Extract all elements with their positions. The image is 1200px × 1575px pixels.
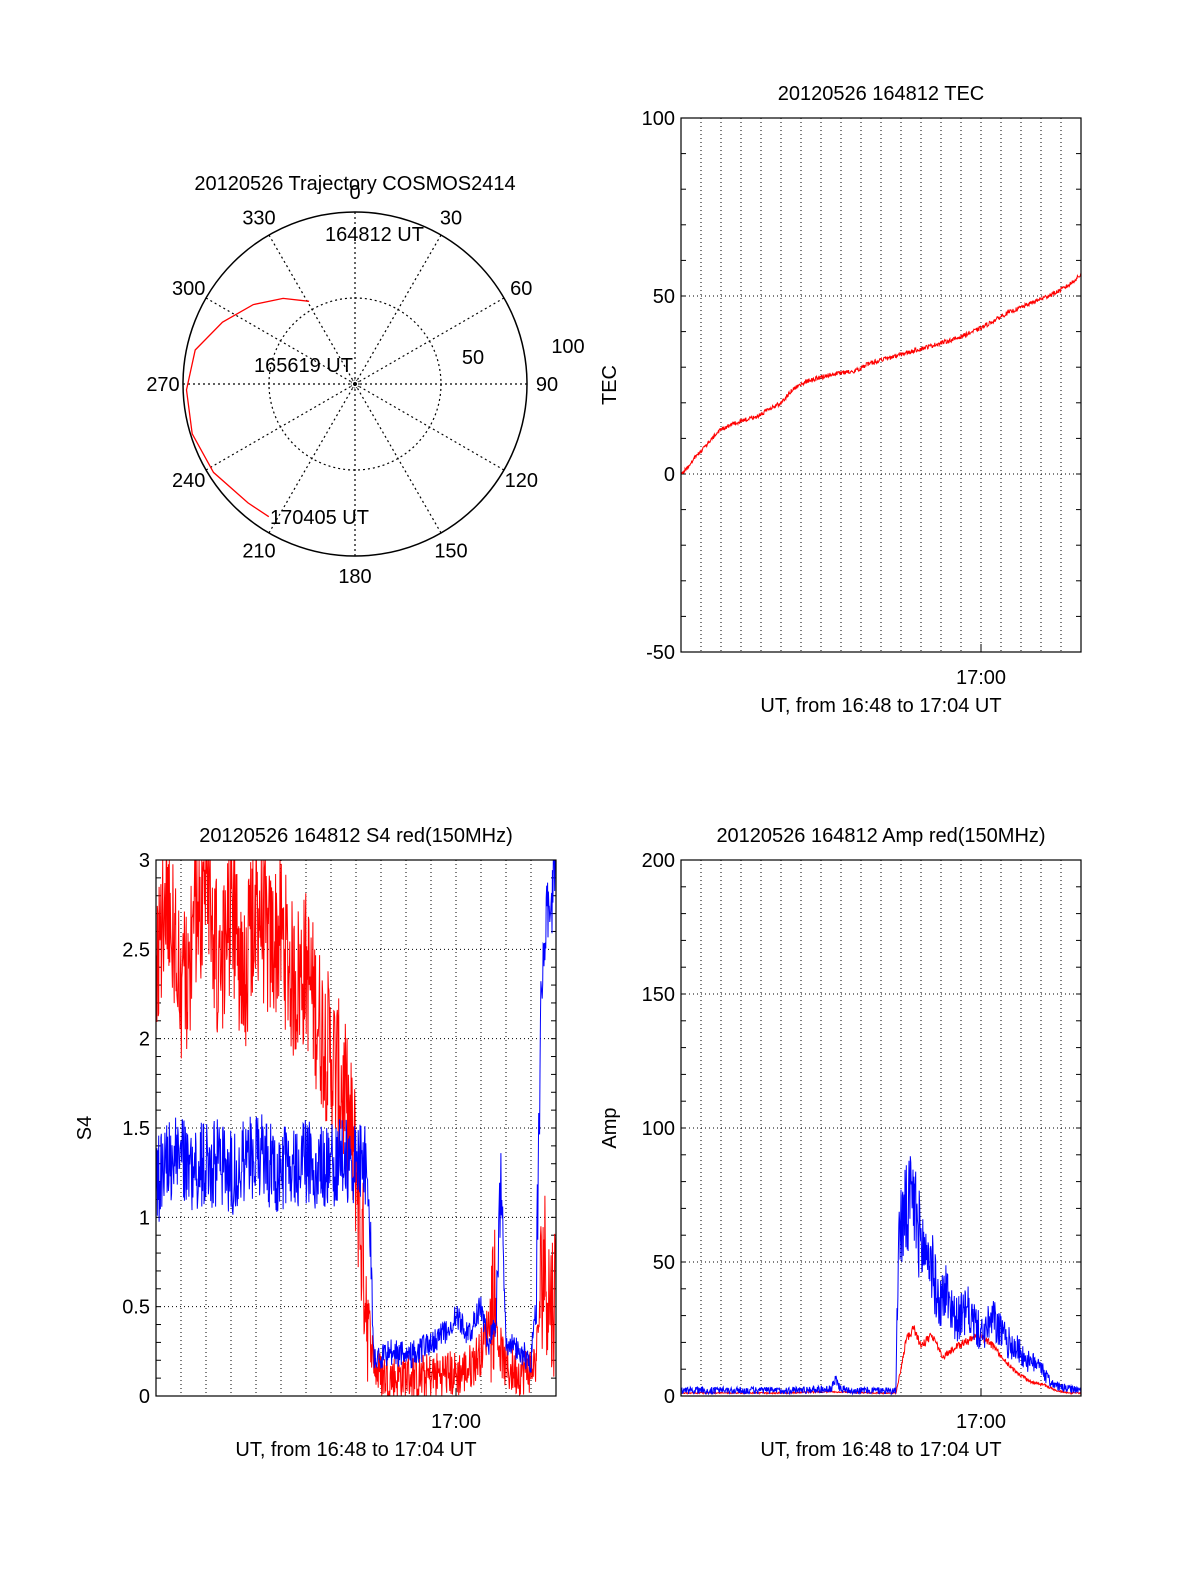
tec-title: 20120526 164812 TEC [778,83,984,105]
polar-spoke [354,297,505,385]
amp-frame [680,859,1082,1397]
tec-panel: 20120526 164812 TEC -50 0 50 100 17:00 UT, fro… [599,83,1082,717]
y-tick-label: 2.5 [122,939,150,961]
tec-series-red [681,272,1081,475]
polar-spoke [354,383,442,534]
y-tick-label: 50 [653,1252,675,1274]
azimuth-label: 240 [172,470,205,492]
amp-panel: 20120526 164812 Amp red(150MHz) 0 50 100 150… [599,825,1082,1461]
amp-series-blue [681,1156,1081,1396]
y-tick-label: 0 [139,1386,150,1408]
amp-xlabel: UT, from 16:48 to 17:04 UT [760,1439,1001,1461]
amp-series-red [681,1325,1081,1396]
azimuth-label: 180 [338,566,371,588]
y-tick-label: -50 [646,642,675,664]
azimuth-label: 60 [510,278,532,300]
annotation-mid: 165619 UT [254,355,353,377]
y-tick-label: 1.5 [122,1118,150,1140]
azimuth-label: 90 [536,374,558,396]
trajectory-track [185,297,310,518]
amp-ylabel: Amp [599,1107,621,1148]
azimuth-label: 270 [146,374,179,396]
y-tick-label: 1 [139,1207,150,1229]
polar-spoke [205,297,356,385]
polar-spoke [205,383,356,471]
tec-ylabel: TEC [599,365,621,405]
tec-xlabel: UT, from 16:48 to 17:04 UT [760,695,1001,717]
s4-series-blue [156,860,556,1373]
s4-xlabel: UT, from 16:48 to 17:04 UT [235,1439,476,1461]
s4-title: 20120526 164812 S4 red(150MHz) [199,825,513,847]
y-tick-label: 0 [664,1386,675,1408]
y-tick-label: 0 [664,464,675,486]
y-tick-label: 3 [139,850,150,872]
y-tick-label: 2 [139,1029,150,1051]
polar-spoke [268,383,356,534]
azimuth-label: 120 [505,470,538,492]
y-tick-label: 100 [642,108,675,130]
polar-spoke [268,234,356,385]
s4-frame [155,859,557,1397]
annotation-end: 170405 UT [270,507,369,529]
y-tick-label: 150 [642,984,675,1006]
x-tick-label: 17:00 [431,1411,481,1433]
azimuth-label: 30 [440,208,462,230]
azimuth-label: 330 [242,208,275,230]
s4-ylabel: S4 [74,1116,96,1140]
radial-label-50: 50 [462,347,484,369]
annotation-start: 164812 UT [325,224,424,246]
polar-spoke [354,234,442,385]
tec-frame [680,117,1082,653]
y-tick-label: 100 [642,1118,675,1140]
amp-title: 20120526 164812 Amp red(150MHz) [716,825,1045,847]
s4-panel: 20120526 164812 S4 red(150MHz) 0 0.5 1 1.5 2 2… [74,825,557,1461]
y-tick-label: 200 [642,850,675,872]
polar-spoke [354,383,505,471]
x-tick-label: 17:00 [956,667,1006,689]
azimuth-label: 210 [242,540,275,562]
radial-label-100: 100 [551,336,584,358]
x-tick-label: 17:00 [956,1411,1006,1433]
azimuth-label: 150 [434,540,467,562]
azimuth-label: 300 [172,278,205,300]
azimuth-label: 0 [349,182,360,204]
polar-center [350,379,360,389]
y-tick-label: 50 [653,286,675,308]
y-tick-label: 0.5 [122,1297,150,1319]
trajectory-title: 20120526 Trajectory COSMOS2414 [194,173,515,195]
